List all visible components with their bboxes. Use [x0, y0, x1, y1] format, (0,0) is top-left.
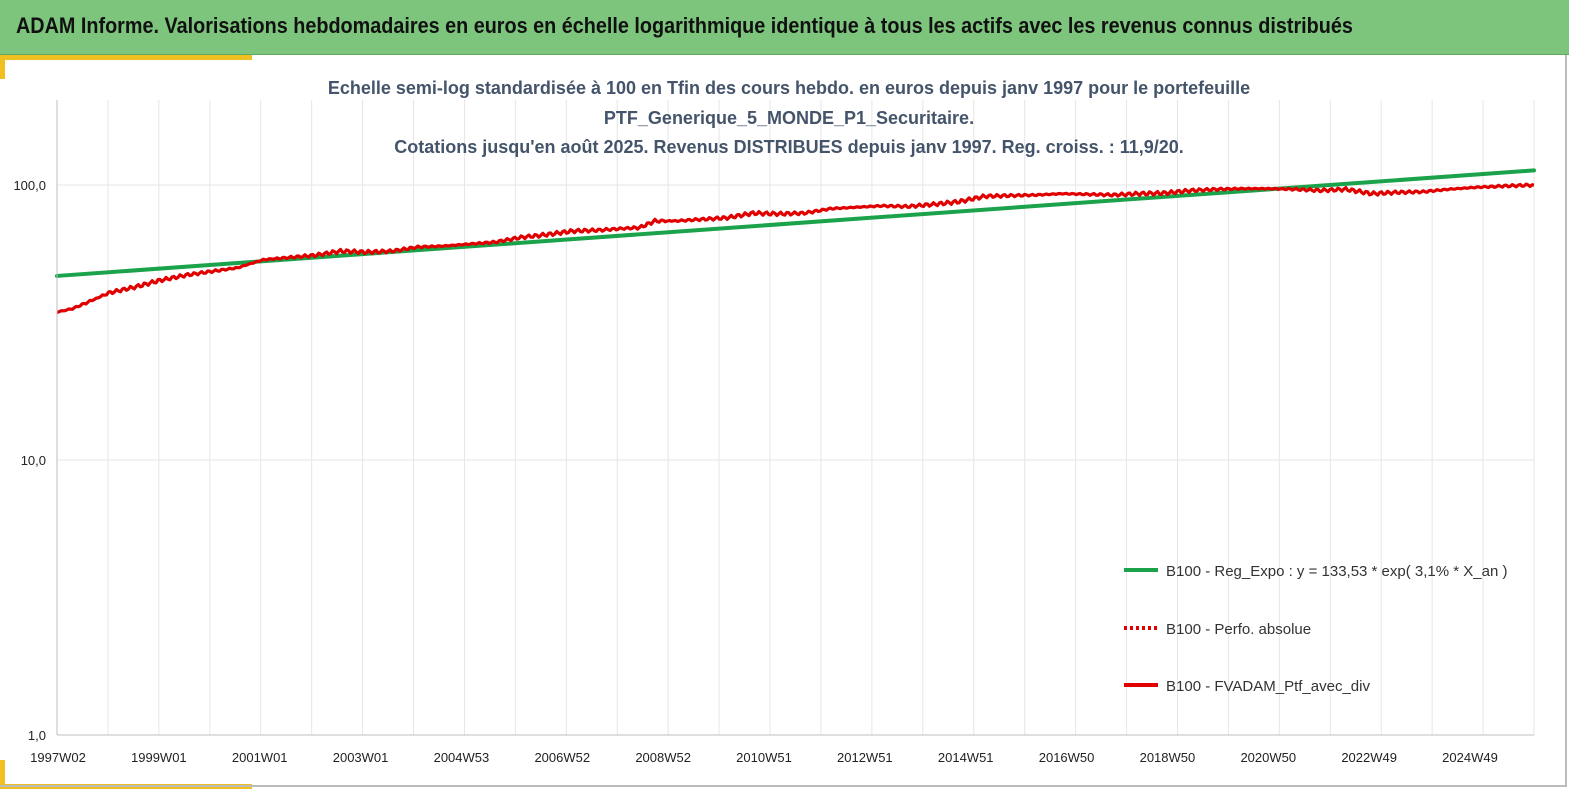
- x-tick-label: 2016W50: [1039, 750, 1095, 765]
- x-tick-label: 2006W52: [534, 750, 590, 765]
- legend-label-perfo-absolue: B100 - Perfo. absolue: [1166, 621, 1311, 638]
- series: [55, 168, 1536, 315]
- x-tick-label: 1997W02: [30, 750, 86, 765]
- x-tick-label: 2018W50: [1140, 750, 1196, 765]
- x-tick-label: 2022W49: [1341, 750, 1397, 765]
- legend-label-regression: B100 - Reg_Expo : y = 133,53 * exp( 3,1%…: [1166, 563, 1507, 580]
- corner-accent-top: [0, 55, 252, 60]
- legend-label-portfolio: B100 - FVADAM_Ptf_avec_div: [1166, 678, 1370, 695]
- grid: [57, 100, 1535, 736]
- header-bar: ADAM Informe. Valorisations hebdomadaire…: [0, 0, 1569, 55]
- corner-accent-bottom-left: [0, 760, 5, 789]
- x-tick-label: 2008W52: [635, 750, 691, 765]
- y-tick-label: 10,0: [21, 453, 46, 468]
- y-tick-label: 100,0: [13, 178, 46, 193]
- x-tick-label: 2024W49: [1442, 750, 1498, 765]
- x-tick-label: 1999W01: [131, 750, 187, 765]
- x-tick-label: 2012W51: [837, 750, 893, 765]
- chart-title: Echelle semi-log standardisée à 100 en T…: [328, 78, 1250, 157]
- x-tick-label: 2010W51: [736, 750, 792, 765]
- chart-title-line-1: Echelle semi-log standardisée à 100 en T…: [328, 78, 1250, 98]
- y-tick-label: 1,0: [28, 728, 46, 743]
- x-tick-label: 2004W53: [434, 750, 490, 765]
- x-tick-label: 2020W50: [1240, 750, 1296, 765]
- corner-accent-left: [0, 55, 5, 79]
- x-tick-label: 2003W01: [333, 750, 389, 765]
- legend: B100 - Reg_Expo : y = 133,53 * exp( 3,1%…: [1124, 563, 1507, 695]
- series-portfolio-line: [56, 182, 1535, 315]
- axes: 1,0 10,0 100,0 1997W02 1999W01 2001W01 2003W01…: [13, 100, 1534, 765]
- x-tick-label: 2014W51: [938, 750, 994, 765]
- chart-title-line-2: PTF_Generique_5_MONDE_P1_Securitaire.: [604, 108, 974, 128]
- x-tick-label: 2001W01: [232, 750, 288, 765]
- chart-title-line-3: Cotations jusqu'en août 2025. Revenus DI…: [394, 137, 1184, 157]
- header-title: ADAM Informe. Valorisations hebdomadaire…: [16, 13, 1353, 38]
